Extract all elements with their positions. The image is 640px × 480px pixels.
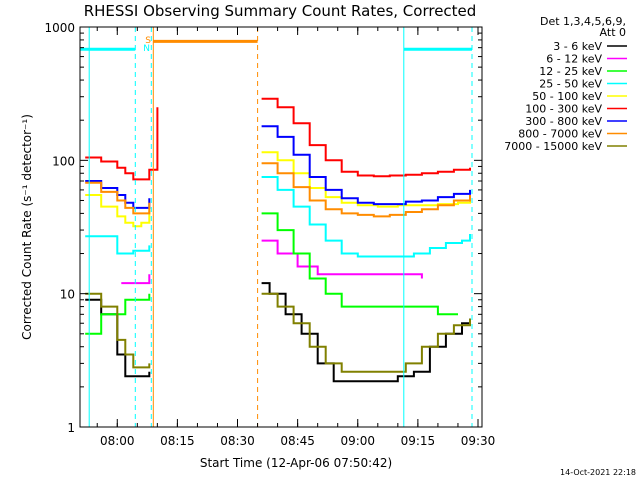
event-marker-label-3: N [143,44,150,54]
series-line-1-seg-2 [261,282,471,383]
y-tick-label: 100 [52,154,75,168]
legend-entry-label: 12 - 25 keV [539,65,602,78]
series-line-3-seg-2 [261,212,458,316]
legend-entry-label: 800 - 7000 keV [518,128,602,141]
series-line-6-seg-1 [85,107,159,181]
legend-header-line-1: Det 1,3,4,5,6,9, [540,15,626,28]
marker-layer: NS [80,27,473,427]
series-line-5-seg-1 [85,194,151,228]
x-tick-label: 08:00 [100,434,135,448]
legend-entry-label: 6 - 12 keV [546,53,602,66]
y-tick-label: 1000 [44,21,75,35]
legend-entry-label: 7000 - 15000 keV [504,140,602,153]
x-tick-label: 09:15 [401,434,436,448]
series-line-8-seg-1 [85,181,151,215]
chart-title: RHESSI Observing Summary Count Rates, Co… [84,2,477,20]
series-layer [85,97,471,383]
series-line-2-seg-2 [261,239,423,279]
generation-timestamp: 14-Oct-2021 22:18 [560,468,636,477]
y-tick-label: 1 [67,421,75,435]
y-axis-label: Corrected Count Rate (s⁻¹ detector⁻¹) [20,114,34,340]
x-tick-label: 08:30 [220,434,255,448]
plot-frame [79,26,483,428]
y-tick-label: 10 [60,288,75,302]
axis-layer: 08:00 08:15 08:30 08:45 09:00 09:15 09:30 1 10 10… [44,21,495,448]
series-line-4-seg-2 [261,176,471,258]
series-line-9-seg-2 [261,292,471,373]
series-line-2-seg-1 [121,274,151,285]
series-line-6-seg-2 [261,97,471,178]
legend-entry-label: 50 - 100 keV [532,90,602,103]
legend-entry-label: 300 - 800 keV [525,115,602,128]
x-tick-label: 08:45 [280,434,315,448]
series-line-5-seg-2 [261,151,471,208]
x-tick-label: 09:00 [340,434,375,448]
legend-entry-label: 3 - 6 keV [553,40,602,53]
series-line-4-seg-1 [85,235,151,255]
x-axis-label: Start Time (12-Apr-06 07:50:42) [200,456,392,470]
legend-entry-label: 100 - 300 keV [525,103,602,116]
x-tick-label: 09:30 [461,434,496,448]
event-marker-label-4: S [145,36,151,46]
series-line-9-seg-1 [85,292,151,369]
legend-entry-label: 25 - 50 keV [539,78,602,91]
legend-header-line-2: Att 0 [600,26,626,39]
series-line-3-seg-1 [85,293,151,335]
x-tick-label: 08:15 [160,434,195,448]
series-line-7-seg-2 [261,125,471,206]
series-line-8-seg-2 [261,162,471,218]
